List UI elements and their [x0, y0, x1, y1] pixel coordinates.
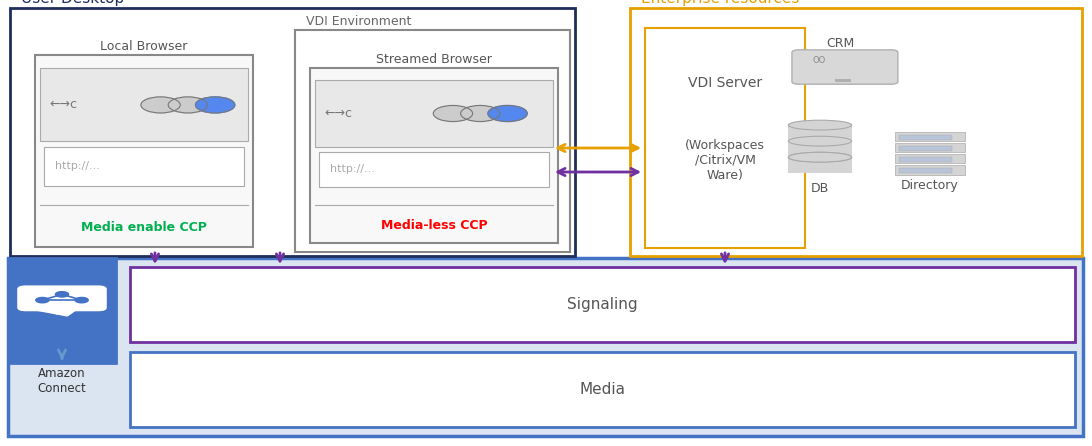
Ellipse shape [788, 152, 852, 162]
Polygon shape [51, 308, 68, 315]
Bar [834, 79, 851, 82]
Bar [8, 258, 116, 363]
Bar [899, 135, 952, 140]
Ellipse shape [788, 120, 852, 130]
Text: Media-less CCP: Media-less CCP [381, 219, 487, 232]
Bar [788, 125, 852, 141]
Circle shape [461, 105, 500, 121]
Text: Streamed Browser: Streamed Browser [376, 53, 491, 66]
Text: VDI Server: VDI Server [688, 76, 762, 90]
Ellipse shape [788, 136, 852, 146]
Bar [899, 146, 952, 151]
Bar [44, 147, 245, 186]
Text: Media: Media [580, 382, 626, 397]
Text: OO: OO [812, 56, 826, 65]
Text: Signaling: Signaling [567, 297, 638, 312]
Text: (Workspaces
/Citrix/VM
Ware): (Workspaces /Citrix/VM Ware) [685, 139, 764, 182]
Bar [35, 55, 253, 247]
Bar [899, 157, 952, 162]
Bar [319, 152, 549, 187]
Bar [316, 80, 553, 147]
Text: VDI Environment: VDI Environment [306, 15, 412, 28]
Text: http://...: http://... [55, 161, 99, 171]
Bar [8, 258, 1083, 436]
Circle shape [168, 97, 207, 113]
Text: Amazon
Connect: Amazon Connect [37, 368, 86, 396]
Circle shape [75, 297, 88, 303]
Text: Local Browser: Local Browser [100, 40, 188, 53]
Circle shape [56, 292, 69, 297]
Bar [630, 8, 1082, 256]
Bar [894, 143, 965, 152]
Bar [40, 68, 248, 141]
Bar [295, 30, 570, 252]
Circle shape [434, 105, 473, 121]
FancyBboxPatch shape [17, 285, 107, 311]
Bar [894, 165, 965, 174]
Text: Media enable CCP: Media enable CCP [81, 221, 207, 234]
Polygon shape [27, 291, 97, 317]
Bar [645, 28, 805, 248]
Text: DB: DB [811, 182, 829, 195]
Text: ←→c: ←→c [324, 107, 353, 120]
Ellipse shape [788, 152, 852, 162]
Text: Enterprise resources: Enterprise resources [641, 0, 799, 6]
Bar [899, 168, 952, 173]
Bar [130, 352, 1075, 427]
Circle shape [488, 105, 527, 121]
Circle shape [195, 97, 235, 113]
Bar [894, 132, 965, 141]
Circle shape [141, 97, 180, 113]
Text: Directory: Directory [901, 179, 959, 192]
Bar [788, 141, 852, 157]
Bar [130, 267, 1075, 342]
Text: http://...: http://... [330, 165, 375, 174]
Bar [10, 8, 575, 256]
Text: CRM: CRM [826, 37, 854, 50]
Bar [894, 154, 965, 163]
Text: ←→c: ←→c [49, 99, 78, 112]
FancyBboxPatch shape [792, 50, 898, 84]
Text: User Desktop: User Desktop [21, 0, 124, 6]
Bar [310, 68, 558, 243]
Bar [788, 157, 852, 173]
Circle shape [36, 297, 49, 303]
